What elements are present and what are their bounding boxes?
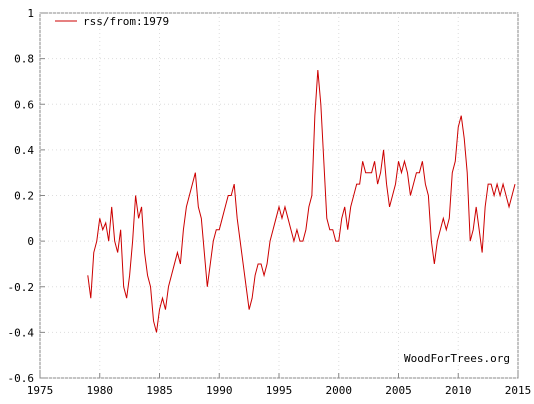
y-tick-label: 0.4 (14, 144, 34, 157)
y-tick-label: 0.8 (14, 53, 34, 66)
y-tick-label: -0.4 (8, 326, 35, 339)
plot-frame (39, 12, 519, 379)
legend-label: rss/from:1979 (83, 15, 169, 28)
x-tick-label: 1980 (87, 384, 114, 397)
x-tick-label: 2010 (445, 384, 472, 397)
annotation: WoodForTrees.org (404, 352, 510, 365)
y-tick-label: 0 (27, 235, 34, 248)
x-tick-label: 2005 (385, 384, 412, 397)
x-tick-label: 1995 (266, 384, 293, 397)
y-tick-label: 1 (27, 7, 34, 20)
x-tick-label: 2015 (505, 384, 532, 397)
data-line (87, 69, 516, 333)
x-tick-label: 1985 (146, 384, 173, 397)
y-tick-label: 0.6 (14, 98, 34, 111)
y-tick-label: 0.2 (14, 190, 34, 203)
y-tick-label: -0.2 (8, 281, 35, 294)
x-tick-label: 2000 (326, 384, 353, 397)
x-tick-label: 1975 (27, 384, 54, 397)
y-tick-label: -0.6 (8, 372, 35, 385)
x-tick-label: 1990 (206, 384, 233, 397)
